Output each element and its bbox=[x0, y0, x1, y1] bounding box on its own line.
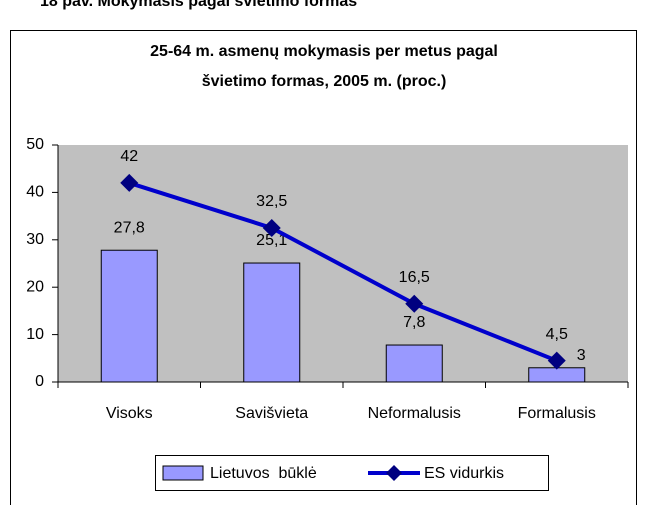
caption: 18 pav. Mokymasis pagal švietimo formas bbox=[40, 0, 357, 10]
bar bbox=[100, 249, 158, 383]
line-marker bbox=[405, 294, 424, 313]
y-tick-label: 20 bbox=[26, 278, 44, 295]
bar-value-label: 7,8 bbox=[403, 314, 425, 331]
chart-title: švietimo formas, 2005 m. (proc.) bbox=[202, 73, 447, 90]
line-value-label: 32,5 bbox=[256, 193, 287, 210]
chart-title: 25-64 m. asmenų mokymasis per metus paga… bbox=[150, 43, 498, 60]
x-tick-label: Neformalusis bbox=[368, 405, 461, 422]
x-tick-label: Visoks bbox=[106, 405, 153, 422]
y-tick-label: 40 bbox=[26, 184, 44, 201]
line-marker bbox=[262, 218, 281, 237]
y-tick-label: 30 bbox=[26, 231, 44, 248]
bar-value-label: 25,1 bbox=[256, 232, 287, 249]
bar-value-label: 3 bbox=[577, 347, 586, 364]
line-value-label: 16,5 bbox=[399, 269, 430, 286]
bar bbox=[385, 344, 443, 383]
y-tick-label: 10 bbox=[26, 326, 44, 343]
line-marker bbox=[547, 351, 566, 370]
line-value-label: 42 bbox=[120, 148, 138, 165]
legend-box bbox=[155, 455, 549, 491]
line-marker bbox=[120, 173, 139, 192]
y-tick-label: 0 bbox=[35, 373, 44, 390]
legend-swatch bbox=[162, 465, 204, 481]
y-tick-label: 50 bbox=[26, 136, 44, 153]
bar bbox=[243, 262, 301, 383]
legend-label: ES vidurkis bbox=[424, 465, 504, 482]
line bbox=[128, 181, 558, 363]
bar bbox=[528, 367, 586, 383]
x-tick-label: Formalusis bbox=[518, 405, 596, 422]
legend-marker bbox=[386, 465, 402, 481]
bar-value-label: 27,8 bbox=[114, 219, 145, 236]
x-tick-label: Savišvieta bbox=[235, 405, 308, 422]
line-value-label: 4,5 bbox=[546, 326, 568, 343]
legend-label: Lietuvos būklė bbox=[210, 465, 317, 482]
